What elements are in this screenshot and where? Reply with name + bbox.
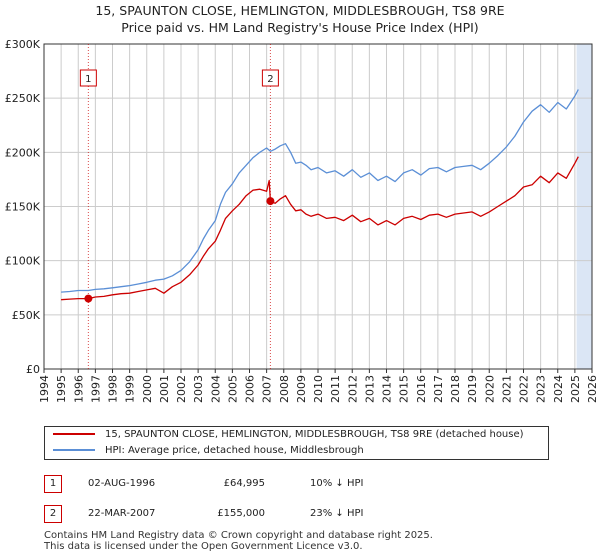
x-tick-label: 2000 [141,375,154,403]
x-tick-label: 2004 [209,375,222,403]
legend-property-label: 15, SPAUNTON CLOSE, HEMLINGTON, MIDDLESB… [105,429,524,440]
transaction-price: £155,000 [217,508,265,519]
footer-line-1: Contains HM Land Registry data © Crown c… [44,530,433,541]
transaction-hpi-delta: 23% ↓ HPI [310,508,364,519]
y-tick-label: £250K [5,92,41,105]
x-tick-label: 2026 [586,375,599,403]
x-tick-label: 2005 [226,375,239,403]
x-tick-label: 1995 [55,375,68,403]
x-tick-label: 2015 [398,375,411,403]
x-tick-label: 1997 [89,375,102,403]
sale-badge [261,69,279,87]
sale-badge-label: 2 [267,74,273,85]
legend-item-hpi: HPI: Average price, detached house, Midd… [53,443,364,459]
x-tick-label: 2014 [381,375,394,403]
transaction-price: £64,995 [223,478,265,489]
x-tick-label: 2020 [483,375,496,403]
legend: 15, SPAUNTON CLOSE, HEMLINGTON, MIDDLESB… [44,426,549,460]
y-tick-label: £50K [12,309,41,322]
y-tick-label: £150K [5,201,41,214]
y-tick-label: £200K [5,146,41,159]
x-tick-label: 2025 [569,375,582,403]
x-tick-label: 2016 [415,375,428,403]
y-tick-label: £100K [5,255,41,268]
chart-title-line-2: Price paid vs. HM Land Registry's House … [121,20,479,35]
transaction-row: 2 22-MAR-2007 £155,000 23% ↓ HPI [44,504,444,524]
sale-point [84,294,93,303]
x-tick-label: 2007 [261,375,274,403]
property-line-swatch [53,433,95,435]
x-tick-label: 2010 [312,375,325,403]
x-tick-label: 2013 [363,375,376,403]
x-tick-label: 2011 [329,375,342,403]
property-price-line [61,156,579,301]
legend-item-property: 15, SPAUNTON CLOSE, HEMLINGTON, MIDDLESB… [53,427,524,443]
y-tick-label: £0 [26,363,40,376]
x-tick-label: 2017 [432,375,445,403]
transaction-row: 1 02-AUG-1996 £64,995 10% ↓ HPI [44,474,444,494]
y-tick-label: £300K [5,38,41,51]
sale-badge-label: 1 [85,74,91,85]
x-tick-label: 1999 [124,375,137,403]
hpi-line [61,89,579,293]
sale-badge [79,69,97,87]
transaction-hpi-delta: 10% ↓ HPI [310,478,364,489]
price-chart: £0 £50K £100K £150K £200K £250K £300K 1994 1995… [5,38,599,403]
transaction-date: 02-AUG-1996 [88,478,156,489]
footer-attribution: Contains HM Land Registry data © Crown c… [44,530,584,552]
x-tick-label: 2019 [466,375,479,403]
x-tick-label: 2006 [244,375,257,403]
x-tick-label: 2024 [552,375,565,403]
x-tick-label: 2002 [175,375,188,403]
transaction-badge: 2 [44,505,62,523]
x-tick-label: 1996 [72,375,85,403]
x-tick-label: 2021 [500,375,513,403]
transaction-date: 22-MAR-2007 [88,508,156,519]
x-tick-label: 2001 [158,375,171,403]
x-tick-label: 2009 [295,375,308,403]
x-tick-label: 2012 [346,375,359,403]
transaction-badge: 1 [44,475,62,493]
x-tick-label: 2003 [192,375,205,403]
chart-title: 15, SPAUNTON CLOSE, HEMLINGTON, MIDDLESB… [0,2,600,36]
x-tick-label: 2022 [518,375,531,403]
hpi-line-swatch [53,449,95,451]
footer-line-2: This data is licensed under the Open Gov… [44,541,363,552]
x-tick-label: 2023 [535,375,548,403]
x-tick-label: 2008 [278,375,291,403]
sale-point [266,197,275,206]
legend-hpi-label: HPI: Average price, detached house, Midd… [105,445,364,456]
x-tick-label: 2018 [449,375,462,403]
x-tick-label: 1998 [107,375,120,403]
x-tick-label: 1994 [38,375,51,403]
chart-title-line-1: 15, SPAUNTON CLOSE, HEMLINGTON, MIDDLESB… [95,3,505,18]
